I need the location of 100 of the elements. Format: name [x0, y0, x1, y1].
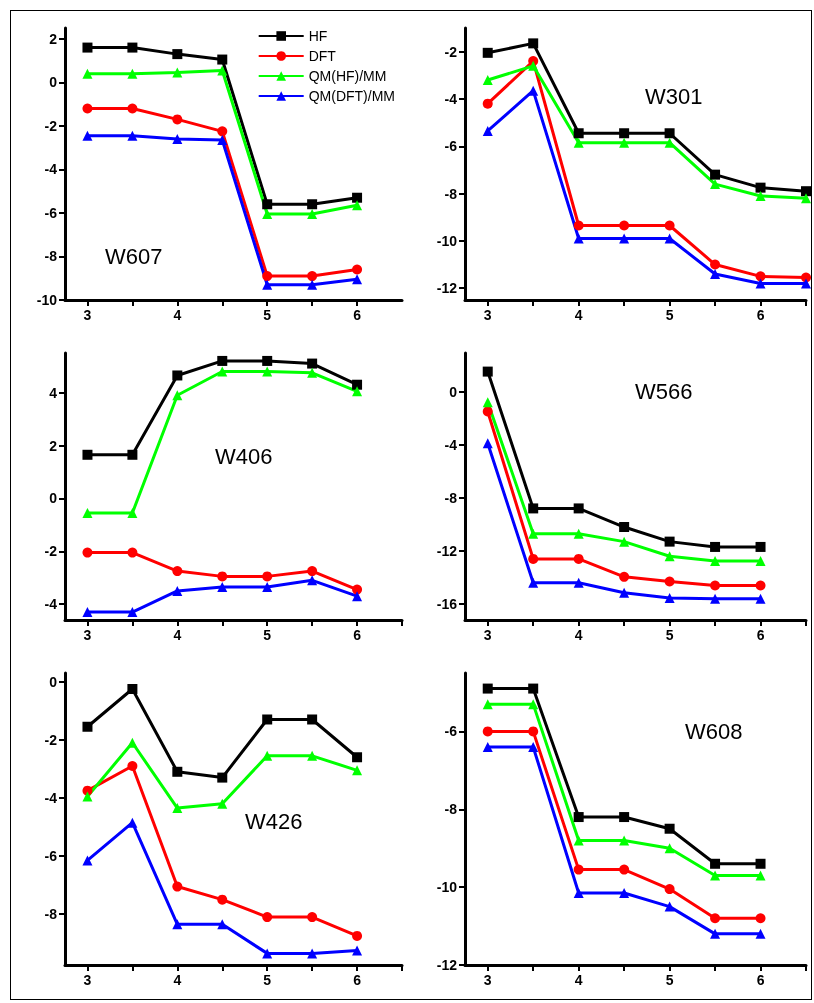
point [352, 264, 363, 275]
point [573, 553, 584, 564]
point [352, 765, 363, 776]
point [573, 137, 584, 148]
point [801, 186, 811, 197]
x-tick-label: 4 [173, 972, 182, 988]
point [172, 390, 183, 401]
point [755, 593, 766, 604]
x-tick-label: 4 [173, 307, 182, 323]
point [352, 274, 363, 285]
point [172, 766, 183, 777]
y-tick-label: -8 [444, 489, 458, 506]
x-tick-label: 4 [574, 307, 583, 323]
point [82, 103, 93, 114]
point [664, 843, 675, 854]
point [352, 752, 363, 763]
legend-label: DFT [308, 48, 337, 64]
point [262, 279, 273, 290]
point [127, 449, 138, 460]
point [82, 449, 93, 460]
point [664, 551, 675, 562]
point [619, 233, 630, 244]
y-tick-label: -10 [36, 292, 58, 308]
x-tick-label: 4 [173, 627, 182, 643]
point [619, 812, 630, 823]
point [262, 912, 273, 923]
point [573, 812, 584, 823]
x-tick-label: 5 [263, 627, 272, 643]
x-tick-label: 4 [574, 972, 583, 988]
point [82, 547, 93, 558]
point [352, 591, 363, 602]
point [710, 268, 721, 279]
point [127, 683, 138, 694]
point [573, 864, 584, 875]
point [352, 945, 363, 956]
point [482, 47, 493, 58]
point [528, 726, 539, 737]
point [573, 887, 584, 898]
point [710, 179, 721, 190]
point [217, 135, 228, 146]
point [262, 750, 273, 761]
point [710, 870, 721, 881]
y-tick-label: 4 [49, 384, 58, 401]
point [755, 190, 766, 201]
point [127, 760, 138, 771]
point [755, 541, 766, 552]
point [482, 75, 493, 86]
text: W301 [645, 83, 703, 109]
y-tick-label: 0 [49, 490, 58, 507]
y-tick-label: -12 [436, 957, 458, 973]
point [482, 397, 493, 408]
point [664, 128, 675, 139]
point [127, 547, 138, 558]
point [482, 406, 493, 417]
point [573, 503, 584, 514]
point [217, 919, 228, 930]
point [262, 199, 273, 210]
x-tick-label: 6 [756, 307, 765, 323]
point [619, 571, 630, 582]
point [482, 98, 493, 109]
point [307, 367, 318, 378]
x-tick-label: 5 [263, 972, 272, 988]
point [82, 855, 93, 866]
point [262, 209, 273, 220]
point [307, 358, 318, 369]
point [482, 366, 493, 377]
point [217, 126, 228, 137]
y-tick-label: -4 [44, 596, 58, 613]
point [172, 114, 183, 125]
point [528, 683, 539, 694]
point [801, 193, 811, 204]
text: W607 [105, 243, 163, 269]
y-tick-label: -8 [444, 185, 458, 202]
point [352, 386, 363, 397]
x-tick-label: 3 [483, 627, 492, 643]
text: W608 [685, 718, 743, 744]
point [307, 566, 318, 577]
point [482, 125, 493, 136]
y-tick-label: -6 [444, 138, 458, 155]
point [127, 507, 138, 518]
point [217, 65, 228, 76]
point [801, 278, 811, 289]
point [217, 772, 228, 783]
x-tick-label: 3 [483, 972, 492, 988]
point [573, 220, 584, 231]
point [710, 913, 721, 924]
point [755, 858, 766, 869]
point [172, 49, 183, 60]
point [217, 571, 228, 582]
text: W406 [215, 443, 273, 469]
point [619, 220, 630, 231]
point [262, 355, 273, 366]
point [710, 169, 721, 180]
y-tick-label: -12 [436, 280, 458, 297]
point [262, 271, 273, 282]
point [82, 130, 93, 141]
point [262, 366, 273, 377]
y-tick-label: 2 [49, 437, 58, 454]
point [482, 699, 493, 710]
x-tick-label: 6 [353, 627, 362, 643]
